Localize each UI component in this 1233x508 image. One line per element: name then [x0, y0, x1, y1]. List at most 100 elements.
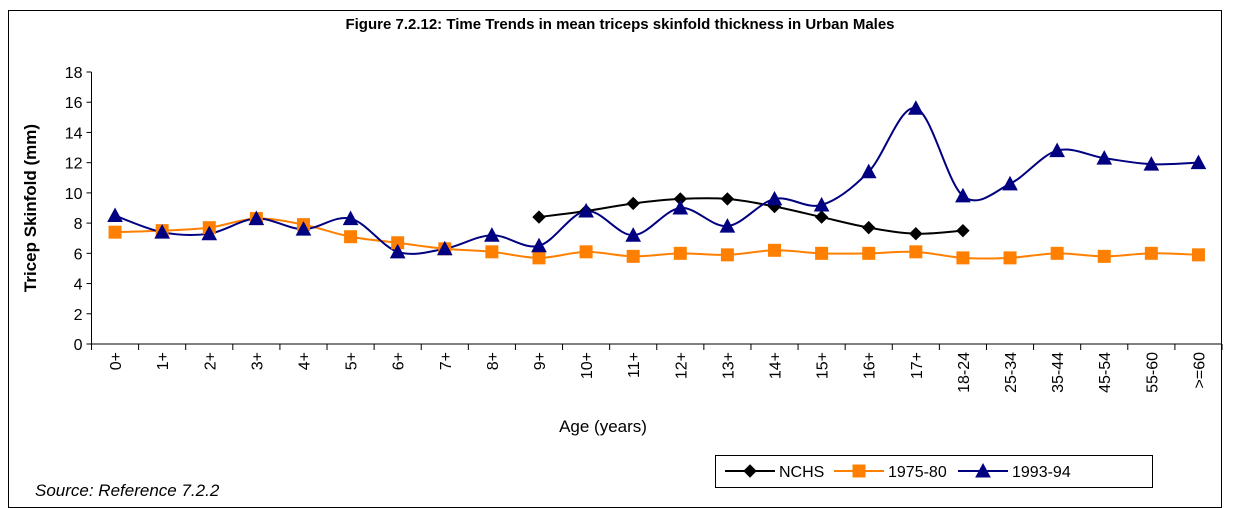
data-point [909, 226, 923, 241]
data-point [389, 243, 406, 259]
x-tick-label: 11+ [626, 352, 643, 378]
series-line [538, 197, 963, 235]
y-tick-label: 6 [74, 246, 83, 263]
x-tick-label: 12+ [673, 352, 690, 379]
data-point [107, 207, 123, 223]
x-tick-label: 45-54 [1097, 352, 1114, 393]
data-point [344, 230, 358, 244]
x-tick-label: 18-24 [956, 352, 973, 393]
y-tick-label: 12 [65, 156, 83, 173]
data-point [201, 225, 218, 241]
chart-title: Figure 7.2.12: Time Trends in mean trice… [345, 16, 894, 33]
data-point [1096, 150, 1113, 165]
y-tick-label: 4 [74, 277, 83, 294]
data-point [956, 251, 970, 265]
data-point [1097, 249, 1111, 263]
y-tick-label: 10 [65, 186, 83, 203]
y-tick-label: 0 [74, 337, 83, 354]
data-point [1003, 251, 1017, 265]
data-point [1143, 156, 1160, 171]
data-point [1002, 175, 1018, 191]
y-axis-title: Tricep Skinfold (mm) [21, 124, 40, 292]
x-tick-label: 13+ [720, 352, 737, 379]
x-tick-label: 0+ [108, 352, 125, 370]
x-tick-label: 3+ [249, 352, 266, 370]
x-axis-title: Age (years) [559, 417, 647, 436]
data-point [484, 227, 500, 242]
data-point [532, 251, 546, 265]
y-tick-label: 2 [74, 307, 83, 324]
data-point [625, 227, 642, 242]
data-point [815, 246, 829, 260]
legend-label: 1993-94 [1012, 464, 1071, 481]
data-point [154, 224, 170, 239]
x-tick-label: 10+ [579, 352, 596, 379]
y-tick-label: 18 [65, 65, 83, 82]
legend-marker [743, 464, 757, 478]
x-tick-label: 15+ [815, 352, 832, 379]
x-tick-label: 2+ [202, 352, 219, 370]
data-point [436, 240, 453, 256]
source-note: Source: Reference 7.2.2 [35, 481, 220, 500]
data-point [342, 210, 359, 226]
x-tick-label: 4+ [296, 352, 313, 370]
data-point [1049, 142, 1065, 158]
x-tick-label: 35-44 [1050, 352, 1067, 393]
x-tick-label: 8+ [485, 352, 502, 370]
data-point [1050, 246, 1064, 260]
data-point [955, 187, 971, 203]
legend-item: 1975-80 [834, 464, 947, 481]
data-point [907, 100, 924, 115]
x-tick-label: 16+ [862, 352, 879, 379]
x-tick-label: 14+ [768, 352, 785, 379]
legend-marker [852, 464, 866, 478]
data-point [719, 218, 736, 233]
legend [715, 455, 1153, 488]
x-tick-label: >=60 [1191, 352, 1208, 389]
data-point [626, 196, 640, 211]
data-point [1191, 248, 1205, 262]
x-tick-label: 55-60 [1144, 352, 1161, 393]
legend-item: NCHS [725, 464, 824, 481]
data-point [295, 221, 312, 236]
x-tick-label: 25-34 [1003, 352, 1020, 393]
x-tick-label: 1+ [155, 352, 172, 370]
data-point [485, 245, 499, 259]
data-point [814, 210, 829, 224]
y-tick-label: 14 [65, 125, 83, 142]
data-point [909, 245, 923, 259]
x-tick-label: 5+ [344, 352, 361, 370]
data-point [673, 246, 687, 260]
x-tick-label: 6+ [391, 352, 408, 370]
data-point [1190, 154, 1207, 170]
data-point [531, 237, 547, 253]
data-point [768, 243, 782, 257]
data-point [720, 192, 735, 206]
data-point [862, 220, 876, 235]
data-point [813, 196, 830, 212]
x-tick-label: 17+ [909, 352, 926, 379]
legend-item: 1993-94 [958, 462, 1071, 481]
data-point [860, 163, 877, 179]
data-point [720, 248, 734, 262]
x-tick-label: 7+ [438, 352, 455, 370]
x-tick-label: 9+ [532, 352, 549, 370]
data-point [532, 210, 546, 224]
legend-label: NCHS [779, 464, 824, 481]
y-tick-label: 8 [74, 216, 83, 233]
data-point [1144, 246, 1158, 260]
data-point [862, 246, 876, 260]
y-tick-label: 16 [65, 95, 83, 112]
data-point [578, 202, 594, 218]
legend-marker [975, 462, 991, 478]
chart-border [8, 10, 1222, 508]
data-point [956, 223, 970, 238]
data-point [248, 210, 265, 226]
data-point [579, 245, 593, 259]
legend-label: 1975-80 [888, 464, 947, 481]
data-point [626, 249, 640, 263]
data-point [672, 199, 689, 215]
data-point [108, 225, 122, 239]
data-point [766, 190, 783, 206]
